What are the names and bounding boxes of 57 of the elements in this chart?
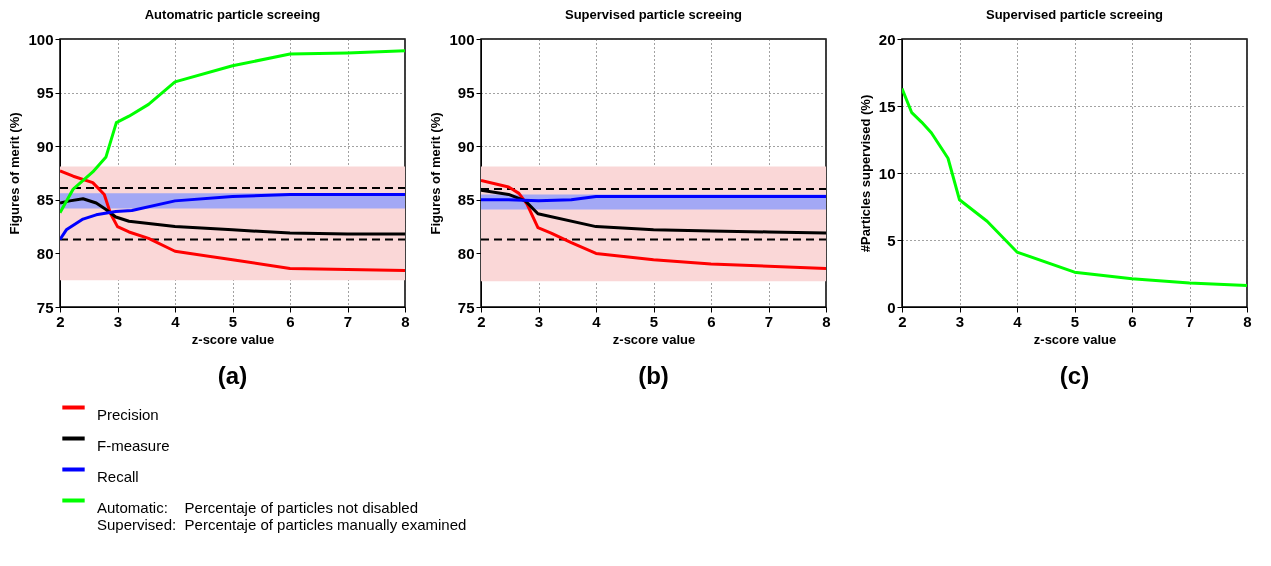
text: (a): [217, 362, 248, 389]
legend-label: F-measure: [97, 436, 170, 454]
y-tick-label: 95: [457, 84, 475, 102]
y-tick-label: 75: [457, 298, 475, 316]
x-tick-label: 4: [592, 312, 602, 330]
chart-title: Supervised particle screeing: [985, 7, 1164, 22]
y-tick-label: 85: [457, 191, 475, 209]
y-tick-label: 80: [457, 244, 475, 262]
x-axis-title: z-score value: [612, 331, 696, 347]
y-tick-label: 100: [28, 30, 54, 48]
y-tick-label: 100: [449, 30, 475, 48]
legend-label: Recall: [97, 467, 139, 485]
y-tick-label: 90: [36, 137, 54, 155]
y-axis-title: #Particles supervised (%): [857, 94, 873, 253]
text: (c): [1059, 362, 1090, 389]
x-tick-label: 8: [1243, 312, 1252, 330]
x-tick-label: 7: [343, 312, 353, 330]
x-tick-label: 6: [707, 312, 716, 330]
y-tick-label: 95: [36, 84, 54, 102]
x-tick-label: 8: [822, 312, 831, 330]
x-tick-label: 3: [113, 312, 123, 330]
y-tick-label: 0: [887, 298, 896, 316]
y-axis-title: Figures of merit (%): [428, 112, 444, 235]
legend-label: Precision: [97, 405, 159, 423]
text: (b): [638, 362, 669, 389]
x-tick-label: 7: [1185, 312, 1195, 330]
x-tick-label: 5: [228, 312, 238, 330]
legend-label: Automatic: Percentaje of particles not disabled Supervised: Percentaje of particles manually examined: [97, 498, 467, 533]
chart-title: Supervised particle screeing: [564, 7, 743, 22]
y-tick-label: 10: [878, 164, 896, 182]
line-series: [902, 87, 1247, 288]
x-tick-label: 6: [286, 312, 295, 330]
x-tick-label: 6: [1128, 312, 1137, 330]
y-tick-label: 75: [36, 298, 54, 316]
y-tick-label: 80: [36, 244, 54, 262]
y-tick-label: 5: [887, 231, 896, 249]
x-tick-label: 2: [477, 312, 486, 330]
y-tick-label: 85: [36, 191, 54, 209]
x-tick-label: 8: [401, 312, 410, 330]
x-tick-label: 7: [764, 312, 774, 330]
line-series: [481, 179, 826, 270]
y-tick-label: 90: [457, 137, 475, 155]
y-axis-title: Figures of merit (%): [7, 112, 23, 235]
chart-title: Automatric particle screeing: [144, 7, 321, 22]
x-axis-title: z-score value: [1033, 331, 1117, 347]
x-tick-label: 2: [898, 312, 907, 330]
x-tick-label: 5: [649, 312, 659, 330]
x-tick-label: 4: [1013, 312, 1023, 330]
x-tick-label: 5: [1070, 312, 1080, 330]
y-tick-label: 15: [878, 97, 896, 115]
x-tick-label: 2: [56, 312, 65, 330]
x-axis-title: z-score value: [191, 331, 275, 347]
x-tick-label: 3: [534, 312, 544, 330]
line-series: [60, 49, 405, 215]
x-tick-label: 3: [955, 312, 965, 330]
y-tick-label: 20: [878, 30, 896, 48]
x-tick-label: 4: [171, 312, 181, 330]
